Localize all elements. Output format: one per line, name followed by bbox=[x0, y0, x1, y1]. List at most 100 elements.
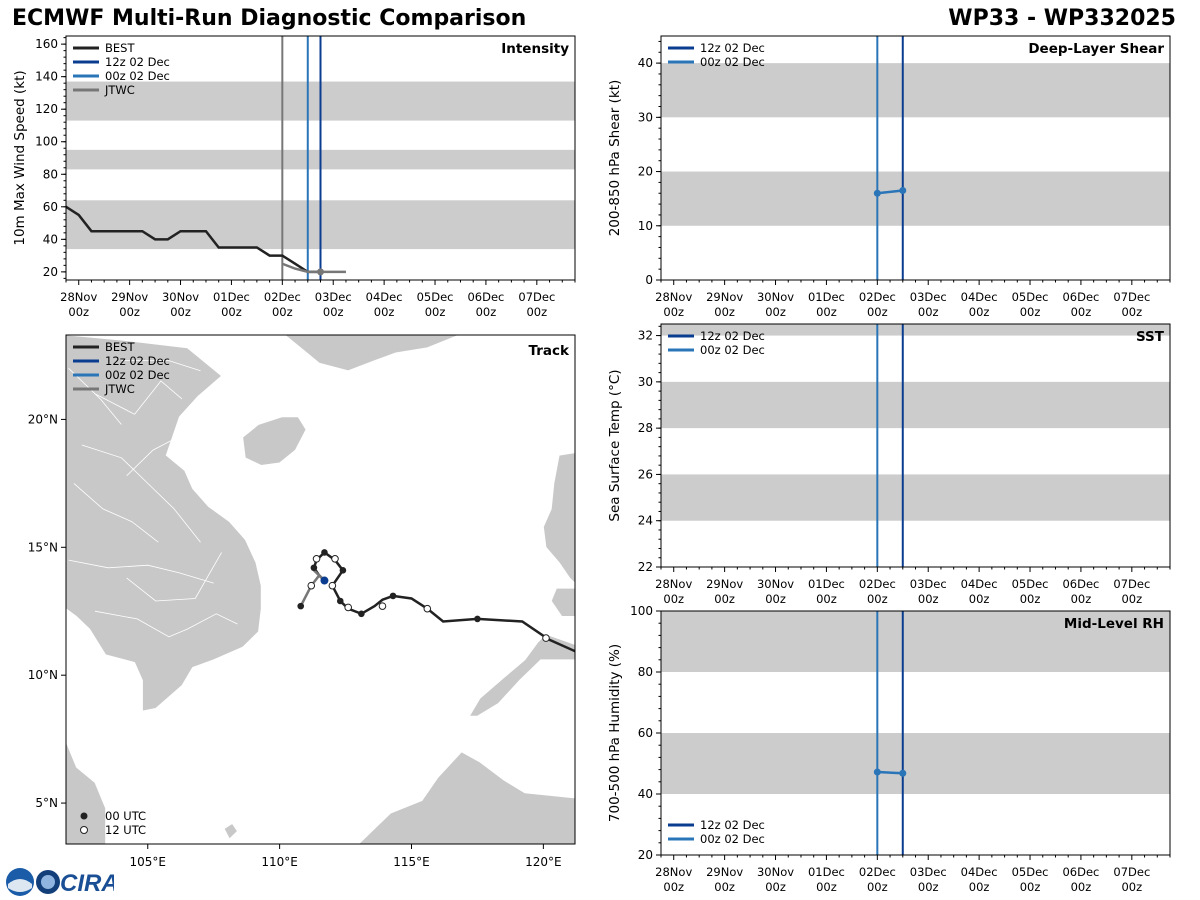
rh-panel: 2040608010028Nov00z29Nov00z30Nov00z01Dec… bbox=[607, 604, 1171, 894]
rh-band bbox=[661, 733, 1170, 794]
intensity-xtick-label: 30Nov bbox=[162, 290, 199, 304]
sst-xtick-label: 00z bbox=[1121, 592, 1142, 606]
province-boundary bbox=[94, 380, 183, 415]
shear-xtick-label: 07Dec bbox=[1113, 290, 1150, 304]
rh-xtick-label: 00z bbox=[867, 880, 888, 894]
intensity-xtick-label: 06Dec bbox=[467, 290, 504, 304]
shear-xtick-label: 05Dec bbox=[1012, 290, 1049, 304]
shear-xtick-label: 02Dec bbox=[859, 290, 896, 304]
intensity-ytick-label: 160 bbox=[35, 37, 58, 51]
shear-ytick-label: 20 bbox=[638, 165, 653, 179]
intensity-legend-label: 00z 02 Dec bbox=[105, 69, 170, 83]
shear-ytick-label: 30 bbox=[638, 110, 653, 124]
rh-series-line bbox=[877, 770, 903, 775]
best-12utc-marker bbox=[423, 604, 432, 613]
shear-legend-label: 12z 02 Dec bbox=[700, 41, 765, 55]
rh-xtick-label: 28Nov bbox=[655, 865, 692, 879]
rh-ylabel: 700-500 hPa Humidity (%) bbox=[607, 644, 623, 822]
malay-peninsula bbox=[66, 741, 106, 844]
intensity-jtwc-point bbox=[317, 268, 324, 276]
sst-panel: 22242628303228Nov00z29Nov00z30Nov00z01De… bbox=[607, 323, 1171, 606]
sst-band bbox=[661, 474, 1170, 521]
rh-xtick-label: 01Dec bbox=[808, 865, 845, 879]
sst-ytick-label: 32 bbox=[638, 329, 653, 343]
rh-xtick-label: 00z bbox=[765, 880, 786, 894]
province-boundary bbox=[126, 552, 222, 602]
hainan-island bbox=[242, 416, 307, 466]
track-ytick-label: 15°N bbox=[28, 540, 58, 554]
borneo-landmass bbox=[358, 751, 575, 844]
shear-xtick-label: 00z bbox=[969, 305, 990, 319]
rh-xtick-label: 07Dec bbox=[1113, 865, 1150, 879]
rh-xtick-label: 03Dec bbox=[910, 865, 947, 879]
track-marker-legend-swatch bbox=[80, 812, 88, 820]
sst-xtick-label: 00z bbox=[765, 592, 786, 606]
rh-xtick-label: 00z bbox=[918, 880, 939, 894]
shear-series-point bbox=[899, 187, 907, 195]
shear-band bbox=[661, 171, 1170, 226]
intensity-legend-label: 12z 02 Dec bbox=[105, 55, 170, 69]
rh-xtick-label: 29Nov bbox=[706, 865, 743, 879]
best-00utc-marker bbox=[336, 597, 344, 605]
sst-xtick-label: 07Dec bbox=[1113, 577, 1150, 591]
track-legend-label: 00z 02 Dec bbox=[105, 368, 170, 382]
sst-xtick-label: 00z bbox=[969, 592, 990, 606]
track-xtick-label: 115°E bbox=[393, 855, 430, 869]
intensity-legend-label: JTWC bbox=[104, 83, 135, 97]
sst-xtick-label: 00z bbox=[918, 592, 939, 606]
cira-logo: CIRA bbox=[6, 868, 114, 897]
run-analysis-point bbox=[320, 576, 329, 585]
track-marker-legend-label: 12 UTC bbox=[105, 823, 146, 837]
sst-xtick-label: 05Dec bbox=[1012, 577, 1049, 591]
shear-band bbox=[661, 63, 1170, 118]
shear-xtick-label: 04Dec bbox=[961, 290, 998, 304]
intensity-panel: 2040608010012014016028Nov00z29Nov00z30No… bbox=[12, 35, 576, 319]
sst-xtick-label: 00z bbox=[816, 592, 837, 606]
best-12utc-marker bbox=[344, 603, 352, 612]
intensity-xtick-label: 00z bbox=[526, 305, 547, 319]
luzon-island bbox=[542, 452, 575, 584]
province-boundary bbox=[73, 483, 159, 543]
intensity-xtick-label: 04Dec bbox=[366, 290, 403, 304]
jtwc-12utc-marker bbox=[307, 581, 316, 590]
intensity-series-line bbox=[281, 262, 346, 274]
shear-xtick-label: 00z bbox=[1020, 305, 1041, 319]
track-marker-legend-swatch bbox=[80, 826, 88, 834]
intensity-xtick-label: 03Dec bbox=[315, 290, 352, 304]
rh-legend-label: 00z 02 Dec bbox=[700, 832, 765, 846]
best-12utc-marker bbox=[312, 555, 321, 563]
shear-xtick-label: 30Nov bbox=[757, 290, 794, 304]
intensity-xtick-label: 07Dec bbox=[518, 290, 555, 304]
intensity-xtick-label: 00z bbox=[170, 305, 191, 319]
sst-xtick-label: 00z bbox=[1020, 592, 1041, 606]
shear-ytick-label: 40 bbox=[638, 56, 653, 70]
storm-id: WP33 - WP332025 bbox=[948, 6, 1176, 31]
shear-panel-title: Deep-Layer Shear bbox=[1028, 41, 1164, 57]
track-map-area bbox=[66, 335, 575, 844]
rh-xtick-label: 00z bbox=[663, 880, 684, 894]
intensity-series-line bbox=[66, 205, 321, 274]
sst-legend-label: 12z 02 Dec bbox=[700, 329, 765, 343]
indochina-landmass bbox=[66, 335, 262, 712]
rh-xtick-label: 00z bbox=[1121, 880, 1142, 894]
shear-xtick-label: 01Dec bbox=[808, 290, 845, 304]
track-ytick-label: 5°N bbox=[35, 796, 58, 810]
rh-ytick-label: 80 bbox=[638, 665, 653, 679]
best-00utc-marker bbox=[389, 592, 397, 600]
rh-ytick-label: 60 bbox=[638, 726, 653, 740]
shear-xtick-label: 28Nov bbox=[655, 290, 692, 304]
intensity-ytick-label: 100 bbox=[35, 135, 58, 149]
rh-ytick-label: 100 bbox=[630, 604, 653, 618]
rh-xtick-label: 06Dec bbox=[1062, 865, 1099, 879]
rh-band bbox=[661, 611, 1170, 672]
shear-legend-label: 00z 02 Dec bbox=[700, 55, 765, 69]
mainland-landmass bbox=[66, 335, 575, 372]
sst-xtick-label: 00z bbox=[714, 592, 735, 606]
intensity-ylabel: 10m Max Wind Speed (kt) bbox=[12, 70, 28, 245]
best-00utc-marker bbox=[321, 549, 328, 556]
rh-xtick-label: 04Dec bbox=[961, 865, 998, 879]
track-xtick-label: 120°E bbox=[525, 855, 562, 869]
intensity-xtick-label: 00z bbox=[221, 305, 242, 319]
sst-band bbox=[661, 324, 1170, 336]
sst-xtick-label: 00z bbox=[663, 592, 684, 606]
